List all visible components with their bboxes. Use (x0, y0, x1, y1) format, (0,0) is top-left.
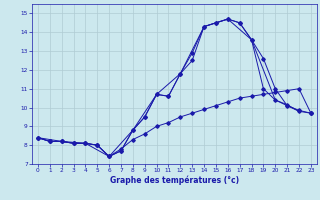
X-axis label: Graphe des températures (°c): Graphe des températures (°c) (110, 176, 239, 185)
